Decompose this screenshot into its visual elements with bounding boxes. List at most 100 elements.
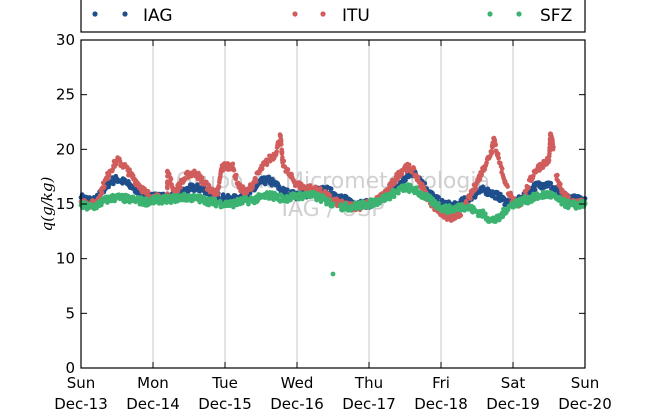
point-itu-fill xyxy=(550,146,556,152)
point-sfz-fill xyxy=(436,201,441,206)
point-itu-fill xyxy=(274,149,280,155)
point-iag-fill xyxy=(195,182,200,187)
point-iag-fill xyxy=(532,187,538,193)
point-itu-fill xyxy=(278,133,283,139)
point-iag-fill xyxy=(436,195,441,200)
point-itu-fill xyxy=(178,185,183,190)
point-iag-fill xyxy=(285,187,290,193)
point-sfz-fill xyxy=(396,190,401,196)
ytick-label-15: 15 xyxy=(56,195,75,213)
point-itu-fill xyxy=(280,155,285,160)
y-tick-labels: 0 5 10 15 20 25 30 xyxy=(56,31,75,377)
point-itu-fill xyxy=(285,167,291,172)
legend-marker-sfz xyxy=(516,11,522,17)
legend-marker-itu xyxy=(320,11,326,17)
point-sfz-fill xyxy=(206,202,212,208)
point-itu-fill xyxy=(406,162,412,168)
legend-marker-iag xyxy=(92,11,98,17)
point-itu-fill xyxy=(526,185,531,190)
point-sfz-fill xyxy=(105,200,110,205)
point-itu-fill xyxy=(411,166,417,171)
point-sfz-fill xyxy=(343,201,348,206)
xtick-day-4: Thu xyxy=(354,374,383,392)
legend-marker-iag xyxy=(122,11,128,17)
xtick-date-5: Dec-18 xyxy=(414,395,468,409)
point-itu-fill xyxy=(473,185,479,191)
xtick-date-6: Dec-19 xyxy=(486,395,540,409)
point-itu-fill xyxy=(165,184,170,189)
point-itu-fill xyxy=(145,189,151,194)
point-itu-fill xyxy=(192,168,197,174)
ytick-label-10: 10 xyxy=(56,250,75,268)
x-tick-labels: Sun Dec-13 Mon Dec-14 Tue Dec-15 Wed Dec-16 Thu D… xyxy=(54,374,612,409)
point-sfz-fill xyxy=(168,200,174,205)
point-itu-fill xyxy=(399,172,405,177)
point-sfz-fill xyxy=(246,201,251,207)
point-itu-fill xyxy=(199,175,205,181)
xtick-date-4: Dec-17 xyxy=(342,395,396,409)
legend-marker-itu xyxy=(292,11,298,17)
legend-label-itu: ITU xyxy=(342,6,370,26)
point-itu-fill xyxy=(495,151,501,157)
point-itu-fill xyxy=(555,172,560,178)
point-itu-fill xyxy=(484,160,489,165)
point-sfz-fill xyxy=(483,211,488,216)
xtick-day-7: Sun xyxy=(571,374,600,392)
point-sfz-fill xyxy=(318,199,324,205)
point-itu-fill xyxy=(558,181,563,187)
ytick-label-20: 20 xyxy=(56,140,75,158)
point-itu-fill xyxy=(415,175,421,181)
point-iag-fill xyxy=(548,180,554,186)
point-itu-fill xyxy=(264,162,270,168)
point-itu-fill xyxy=(547,148,552,154)
xtick-day-5: Fri xyxy=(432,374,450,392)
point-itu-fill xyxy=(175,189,181,194)
point-itu-fill xyxy=(327,193,333,198)
point-itu-fill xyxy=(546,159,551,165)
xtick-date-1: Dec-14 xyxy=(126,395,180,409)
point-itu-fill xyxy=(458,213,464,218)
point-itu-fill xyxy=(259,166,265,172)
data-points xyxy=(78,131,588,277)
ytick-label-0: 0 xyxy=(65,359,75,377)
xtick-date-2: Dec-15 xyxy=(198,395,252,409)
point-sfz-fill xyxy=(500,214,506,220)
point-itu-fill xyxy=(489,149,495,155)
xtick-date-3: Dec-16 xyxy=(270,395,324,409)
point-itu-fill xyxy=(477,176,483,182)
point-itu-fill xyxy=(479,172,485,177)
point-itu-fill xyxy=(547,145,552,150)
ytick-label-30: 30 xyxy=(56,31,75,49)
xtick-day-1: Mon xyxy=(137,374,169,392)
point-sfz-fill xyxy=(262,195,268,200)
point-itu-fill xyxy=(490,145,495,150)
ytick-label-5: 5 xyxy=(65,304,75,322)
point-itu-fill xyxy=(409,170,414,175)
axis-ticks xyxy=(80,39,586,369)
point-itu-fill xyxy=(550,141,556,147)
legend: IAG ITU SFZ xyxy=(80,0,586,33)
point-sfz-fill xyxy=(451,208,457,214)
point-itu-fill xyxy=(114,161,119,167)
point-sfz-fill xyxy=(201,194,207,200)
point-iag-fill xyxy=(220,192,226,197)
point-sfz-fill xyxy=(217,198,223,204)
point-sfz-fill xyxy=(573,206,579,211)
point-itu-fill xyxy=(566,194,572,200)
point-itu-fill xyxy=(234,172,239,178)
point-sfz-fill xyxy=(519,202,524,208)
series-sfz xyxy=(78,182,588,277)
point-itu-fill xyxy=(253,179,259,184)
point-itu-fill xyxy=(216,184,222,190)
xtick-day-3: Wed xyxy=(281,374,314,392)
point-itu-fill xyxy=(318,186,323,191)
xtick-day-6: Sat xyxy=(501,374,526,392)
point-itu-fill xyxy=(106,172,112,178)
legend-label-sfz: SFZ xyxy=(540,6,572,26)
point-itu-fill xyxy=(394,177,400,183)
point-itu-fill xyxy=(279,149,285,155)
point-itu-fill xyxy=(102,184,107,189)
point-itu-fill xyxy=(531,173,536,179)
point-itu-fill xyxy=(230,161,236,167)
